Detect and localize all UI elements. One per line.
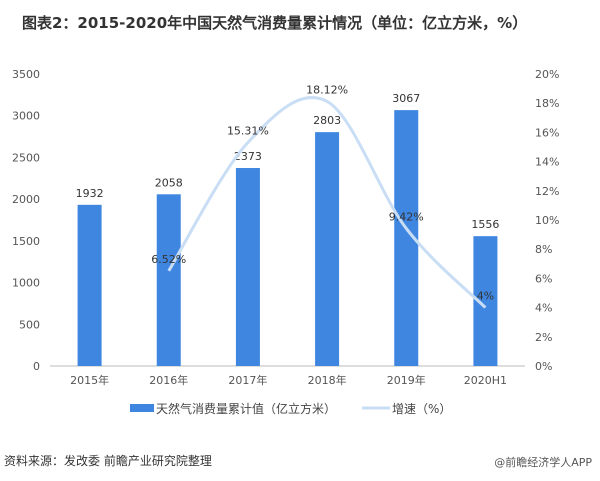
x-axis-tick: 2017年 (228, 373, 267, 387)
right-axis-tick: 18% (535, 97, 559, 110)
bar (235, 168, 260, 366)
bar (156, 194, 181, 366)
bar-data-label: 1556 (471, 218, 499, 231)
left-axis-tick: 1000 (12, 277, 40, 290)
line-data-label: 6.52% (151, 253, 186, 266)
x-axis-tick: 2020H1 (464, 374, 507, 387)
right-axis-tick: 6% (535, 272, 552, 285)
legend-swatch-bar (130, 404, 154, 412)
right-axis-tick: 8% (535, 243, 552, 256)
x-axis-tick: 2019年 (387, 373, 426, 387)
source-note: 资料来源：发改委 前瞻产业研究院整理 (4, 454, 212, 468)
bar-data-label: 2373 (234, 150, 262, 163)
left-axis-tick: 500 (19, 318, 40, 331)
brand-watermark: @前瞻经济学人APP (494, 456, 592, 469)
line-data-label: 15.31% (227, 124, 269, 137)
right-axis-tick: 4% (535, 302, 552, 315)
legend-label-bar: 天然气消费量累计值（亿立方米） (156, 401, 336, 416)
right-axis-tick: 20% (535, 68, 559, 81)
line-data-label: 4% (477, 290, 494, 303)
left-axis-tick: 1500 (12, 235, 40, 248)
right-axis-tick: 10% (535, 214, 559, 227)
chart-title: 图表2：2015-2020年中国天然气消费量累计情况（单位：亿立方米，%） (22, 14, 528, 32)
bar-data-label: 3067 (392, 92, 420, 105)
left-axis-tick: 2500 (12, 151, 40, 164)
right-axis-tick: 12% (535, 185, 559, 198)
growth-line (167, 96, 487, 309)
left-axis-tick: 3000 (12, 110, 40, 123)
x-axis-tick: 2018年 (308, 373, 347, 387)
bar (315, 132, 340, 366)
left-axis-tick: 3500 (12, 68, 40, 81)
left-axis-tick: 2000 (12, 193, 40, 206)
right-axis-tick: 14% (535, 156, 559, 169)
bar-data-label: 2058 (155, 176, 183, 189)
left-axis-tick: 0 (33, 360, 40, 373)
right-axis-tick: 2% (535, 331, 552, 344)
right-axis-tick: 0% (535, 360, 552, 373)
right-axis-tick: 16% (535, 126, 559, 139)
line-data-label: 9.42% (389, 210, 424, 223)
legend-label-line: 增速（%） (392, 402, 451, 416)
x-axis-tick: 2016年 (149, 373, 188, 387)
x-axis-tick: 2015年 (70, 373, 109, 387)
bar (77, 204, 102, 366)
bar-data-label: 2803 (313, 114, 341, 127)
line-data-label: 18.12% (306, 83, 348, 96)
bar-data-label: 1932 (76, 187, 104, 200)
